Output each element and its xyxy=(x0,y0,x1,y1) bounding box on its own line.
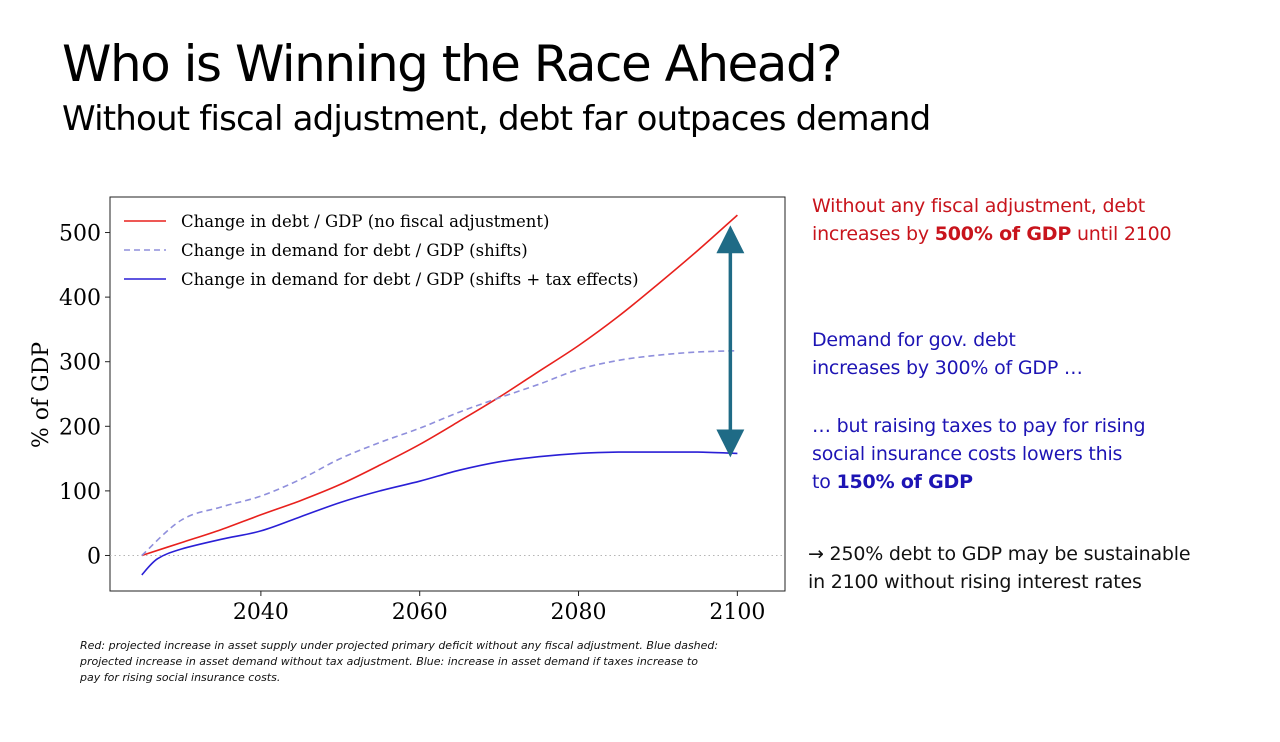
y-tick-label: 200 xyxy=(59,415,101,440)
note-demand-line2: increases by 300% of GDP … xyxy=(812,357,1083,379)
note-tax-line3-pre: to xyxy=(812,471,837,493)
x-tick-label: 2060 xyxy=(392,600,448,625)
note-debt-line2-pre: increases by xyxy=(812,223,935,245)
note-conclusion: → 250% debt to GDP may be sustainable in… xyxy=(808,540,1191,596)
y-tick-label: 100 xyxy=(59,480,101,505)
note-tax-line1: … but raising taxes to pay for rising xyxy=(812,415,1146,437)
note-tax-highlight: 150% of GDP xyxy=(836,471,974,493)
y-tick-label: 300 xyxy=(59,351,101,376)
x-tick-label: 2080 xyxy=(551,600,607,625)
legend-label-1: Change in debt / GDP (no fiscal adjustme… xyxy=(181,212,549,231)
slide-title: Who is Winning the Race Ahead? xyxy=(62,35,843,93)
slide-subtitle: Without fiscal adjustment, debt far outp… xyxy=(62,99,931,139)
note-tax-line2: social insurance costs lowers this xyxy=(812,443,1123,465)
series-line-1 xyxy=(141,214,738,557)
note-conclusion-line1: → 250% debt to GDP may be sustainable xyxy=(808,543,1191,565)
note-debt-highlight: 500% of GDP xyxy=(934,223,1072,245)
legend-label-3: Change in demand for debt / GDP (shifts … xyxy=(181,270,639,289)
y-axis-label: % of GDP xyxy=(29,342,54,448)
note-tax-effect: … but raising taxes to pay for rising so… xyxy=(812,412,1146,496)
y-tick-label: 400 xyxy=(59,286,101,311)
series-line-2 xyxy=(141,349,738,557)
debt-demand-chart: 0 100 200 300 400 500 2040 2060 2080 2100 Change… xyxy=(29,196,786,625)
y-tick-label: 0 xyxy=(87,544,101,569)
note-conclusion-line2: in 2100 without rising interest rates xyxy=(808,571,1142,593)
x-tick-label: 2100 xyxy=(709,600,765,625)
series-line-3 xyxy=(141,451,738,576)
note-demand-line1: Demand for gov. debt xyxy=(812,329,1016,351)
legend-label-2: Change in demand for debt / GDP (shifts) xyxy=(181,241,528,260)
note-demand-increase: Demand for gov. debt increases by 300% o… xyxy=(812,326,1083,382)
x-tick-label: 2040 xyxy=(233,600,289,625)
chart-footnote: Red: projected increase in asset supply … xyxy=(80,639,719,684)
note-debt-line2-post: until 2100 xyxy=(1071,223,1172,245)
note-debt-line1: Without any fiscal adjustment, debt xyxy=(812,195,1145,217)
plot-area-frame xyxy=(109,196,786,592)
note-debt-increase: Without any fiscal adjustment, debt incr… xyxy=(812,192,1172,248)
y-tick-label: 500 xyxy=(59,222,101,247)
